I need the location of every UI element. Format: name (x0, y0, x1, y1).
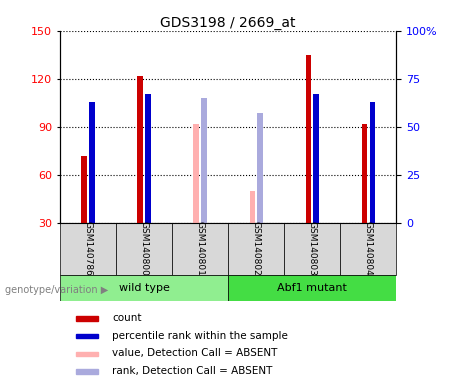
Text: percentile rank within the sample: percentile rank within the sample (112, 331, 288, 341)
Bar (76, 352, 99, 356)
Text: value, Detection Call = ABSENT: value, Detection Call = ABSENT (112, 348, 278, 358)
Bar (228, 275, 396, 301)
Bar (313, 94, 319, 223)
Bar (201, 98, 207, 223)
Text: genotype/variation ▶: genotype/variation ▶ (5, 285, 108, 295)
Bar (370, 102, 375, 223)
Bar (306, 55, 311, 223)
Text: wild type: wild type (118, 283, 170, 293)
Bar (81, 156, 87, 223)
Bar (76, 316, 99, 321)
Text: GSM140802: GSM140802 (252, 221, 261, 276)
Bar (76, 334, 99, 338)
Bar (284, 223, 340, 275)
Bar (60, 275, 228, 301)
Bar (340, 223, 396, 275)
Title: GDS3198 / 2669_at: GDS3198 / 2669_at (160, 16, 296, 30)
Bar (137, 76, 143, 223)
Text: GSM140800: GSM140800 (140, 221, 148, 276)
Text: GSM140801: GSM140801 (195, 221, 205, 276)
Text: count: count (112, 313, 142, 323)
Text: GSM140804: GSM140804 (364, 221, 373, 276)
Bar (249, 191, 255, 223)
Bar (172, 223, 228, 275)
Bar (145, 94, 151, 223)
Bar (228, 223, 284, 275)
Text: GSM140803: GSM140803 (308, 221, 317, 276)
Text: GSM140786: GSM140786 (83, 221, 93, 276)
Bar (76, 369, 99, 374)
Text: rank, Detection Call = ABSENT: rank, Detection Call = ABSENT (112, 366, 272, 376)
Bar (89, 102, 95, 223)
Bar (116, 223, 172, 275)
Text: Abf1 mutant: Abf1 mutant (278, 283, 347, 293)
Bar (362, 124, 367, 223)
Bar (257, 113, 263, 223)
Bar (194, 124, 199, 223)
Bar (60, 223, 116, 275)
